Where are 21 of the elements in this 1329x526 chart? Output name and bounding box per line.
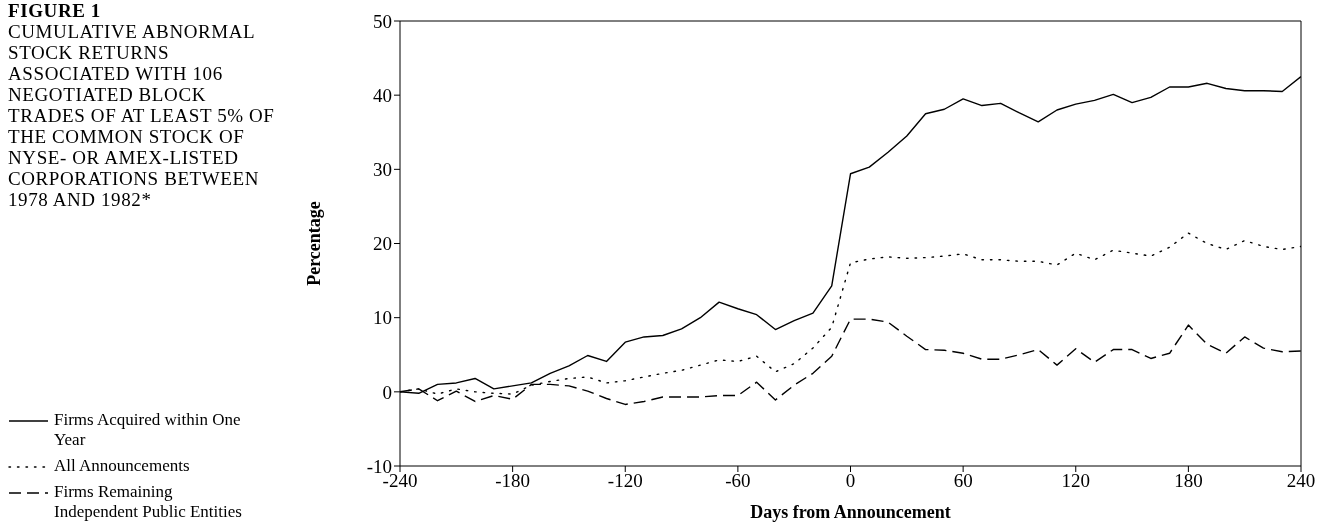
y-tick-label: 10 (373, 307, 392, 329)
legend-label: All Announcements (54, 456, 191, 476)
y-axis-title: Percentage (304, 201, 325, 286)
x-tick-label: -120 (607, 470, 643, 492)
x-tick-label: 120 (1061, 470, 1090, 492)
text: FIGURE 1 (8, 0, 102, 21)
x-tick-label: -60 (725, 470, 751, 492)
text: CUMULATIVE ABNORMAL STOCK RETURNS ASSOCIATED WITH 106 NEGOTIATED BLOCK TRADES OF AT LEAST 5% OF THE COMMON STOCK OF NYSE- OR AMEX-LISTED CORPORATIONS BETWEEN 1978 AND 1982* (8, 21, 275, 210)
y-tick-label: 20 (373, 233, 392, 255)
x-tick-label: 180 (1174, 470, 1203, 492)
x-tick-label: 0 (845, 470, 856, 492)
y-tick-label: 50 (373, 10, 392, 32)
y-tick-label: 0 (382, 381, 392, 403)
x-axis-title: Days from Announcement (750, 502, 951, 522)
x-tick-label: -180 (495, 470, 531, 492)
y-tick-label: 40 (373, 84, 392, 106)
x-tick-label: 240 (1286, 470, 1316, 492)
x-tick-label: 60 (953, 470, 973, 492)
legend-label: Firms Remaining Independent Public Entities (54, 482, 243, 522)
legend-label: Firms Acquired within One Year (54, 410, 242, 450)
y-tick-label: 30 (373, 159, 392, 181)
